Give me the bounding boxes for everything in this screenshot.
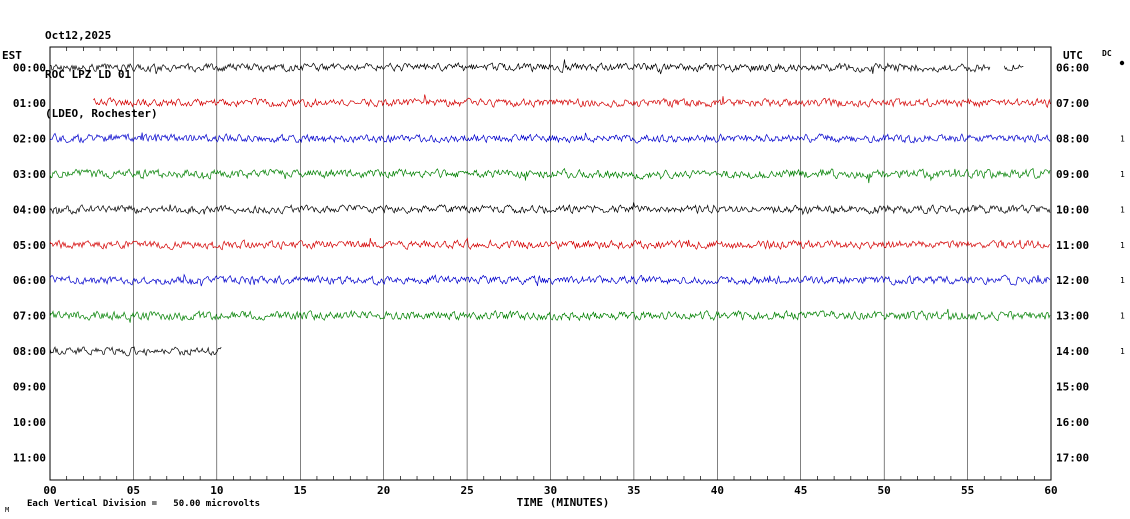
scale-note: Each Vertical Division = 50.00 microvolt… [27,499,260,509]
plot-frame [49,46,1052,481]
est-hour-label: 04:00 [13,203,46,216]
trace-row-6 [49,273,1051,287]
est-hour-label: 02:00 [13,132,46,145]
utc-hour-label: 10:00 [1056,203,1089,216]
x-tick-label: 25 [460,484,473,497]
x-tick-label: 50 [878,484,891,497]
x-tick-label: 15 [294,484,307,497]
x-tick-label: 00 [43,484,56,497]
utc-hour-label: 12:00 [1056,274,1089,287]
trace-row-2 [49,132,1051,144]
left-axis-label: EST [2,49,22,62]
trace-row-7 [49,308,1051,323]
x-tick-label: 10 [210,484,223,497]
right-axis-label: UTC [1063,49,1083,62]
gain-label: 1 [1120,134,1125,143]
x-axis-title: TIME (MINUTES) [516,496,610,509]
trace-row-0 [1003,64,1024,72]
x-tick-label: 20 [377,484,390,497]
est-hour-label: 01:00 [13,97,46,110]
trace-row-1 [93,94,1051,109]
utc-hour-label: 16:00 [1056,416,1089,429]
x-tick-label: 55 [961,484,974,497]
trace-row-0 [49,59,991,75]
trace-row-8 [49,346,222,357]
utc-hour-labels: 06:00 07:00 08:00 09:00 10:00 11:00 12:00 13:00… [1056,62,1089,465]
corner-watermark: M [5,506,10,514]
utc-hour-label: 13:00 [1056,310,1089,323]
gain-labels: 1 1 1 1 1 1 1 [1120,134,1125,356]
utc-hour-label: 11:00 [1056,239,1089,252]
x-tick-label: 40 [711,484,724,497]
utc-hour-label: 15:00 [1056,381,1089,394]
est-hour-labels: 00:00 01:00 02:00 03:00 04:00 05:00 06:00 07:00… [13,62,46,465]
gain-label: 1 [1120,347,1125,356]
x-tick-labels: 00 05 10 15 20 25 30 35 40 45 50 55 60 [43,484,1057,497]
utc-hour-label: 08:00 [1056,132,1089,145]
est-hour-label: 06:00 [13,274,46,287]
utc-hour-label: 17:00 [1056,451,1089,464]
header-network: (LDEO, Rochester) [45,107,158,120]
trace-row-4 [49,202,1051,216]
est-hour-label: 07:00 [13,310,46,323]
grid [49,47,1052,480]
x-tick-label: 60 [1044,484,1057,497]
est-hour-label: 09:00 [13,381,46,394]
gain-label: 1 [1120,241,1125,250]
x-tick-label: 45 [794,484,807,497]
gain-label: 1 [1120,276,1125,285]
est-hour-label: 11:00 [13,451,46,464]
est-hour-label: 08:00 [13,345,46,358]
traces [49,59,1051,357]
dc-marker-dot [1119,60,1125,66]
est-hour-label: 00:00 [13,62,46,75]
trace-row-3 [49,167,1051,184]
est-hour-label: 10:00 [13,416,46,429]
utc-hour-label: 06:00 [1056,62,1089,75]
est-hour-label: 03:00 [13,168,46,181]
plot-header: Oct12,2025 ROC LPZ LD 01 (LDEO, Rocheste… [45,3,158,146]
header-date: Oct12,2025 [45,29,112,42]
x-tick-label: 30 [544,484,557,497]
gain-label: 1 [1120,170,1125,179]
x-tick-label: 05 [127,484,140,497]
est-hour-label: 05:00 [13,239,46,252]
trace-row-5 [49,237,1051,251]
utc-hour-label: 14:00 [1056,345,1089,358]
utc-hour-label: 09:00 [1056,168,1089,181]
gain-label: 1 [1120,312,1125,321]
dc-label: DC [1102,49,1112,58]
utc-hour-label: 07:00 [1056,97,1089,110]
gain-label: 1 [1120,205,1125,214]
x-tick-label: 35 [627,484,640,497]
